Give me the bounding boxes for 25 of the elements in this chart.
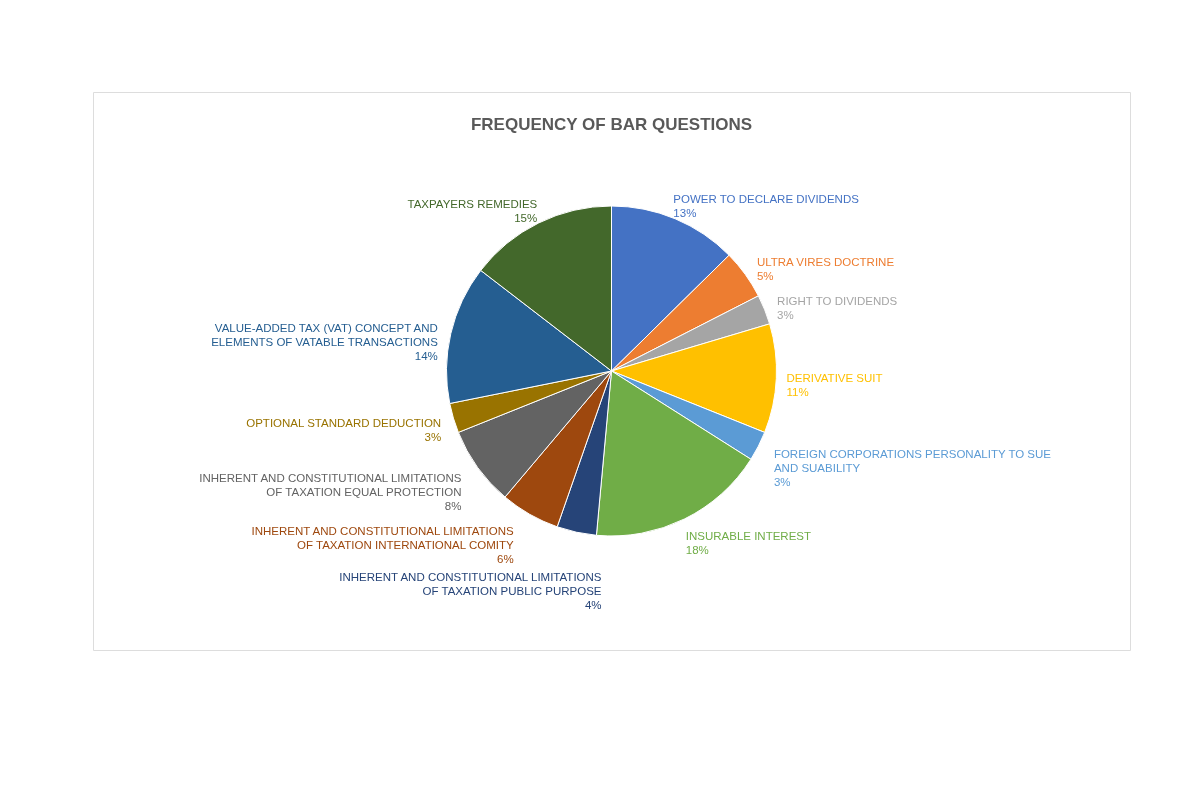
data-label: 3%	[773, 476, 791, 489]
slice-label: INHERENT AND CONSTITUTIONAL LIMITATIONS OF TAXATION INTERNATIONAL COMITY	[251, 524, 514, 551]
data-label: 4%	[584, 598, 602, 611]
data-label: 11%	[786, 386, 809, 399]
slice-label: RIGHT TO DIVIDENDS	[777, 295, 898, 308]
data-label: 6%	[497, 552, 514, 565]
chart-title: FREQUENCY OF BAR QUESTIONS	[470, 115, 753, 134]
data-label: 18%	[685, 543, 709, 556]
slice-label: TAXPAYERS REMEDIES	[407, 198, 538, 211]
slice-label: INSURABLE INTEREST	[685, 529, 812, 542]
slice-label: DERIVATIVE SUIT	[786, 372, 883, 385]
data-label: 3%	[424, 430, 442, 443]
slice-label: VALUE-ADDED TAX (VAT) CONCEPT AND ELEMENTS OF VATABLE TRANSACTIONS	[211, 322, 439, 349]
data-label: 15%	[514, 212, 538, 225]
data-label: 3%	[777, 309, 794, 322]
slice-label: FOREIGN CORPORATIONS PERSONALITY TO SUE AND SUABILITY	[773, 448, 1052, 475]
slice-label: INHERENT AND CONSTITUTIONAL LIMITATIONS OF TAXATION PUBLIC PURPOSE	[339, 570, 602, 597]
slice-label: OPTIONAL STANDARD DEDUCTION	[246, 416, 442, 429]
data-label: 8%	[444, 500, 462, 513]
slice-label: POWER TO DECLARE DIVIDENDS	[673, 193, 860, 206]
data-label: 13%	[673, 207, 697, 220]
data-label: 14%	[414, 350, 438, 363]
slice-label: INHERENT AND CONSTITUTIONAL LIMITATIONS OF TAXATION EQUAL PROTECTION	[199, 472, 462, 499]
slice-label: ULTRA VIRES DOCTRINE	[756, 255, 895, 268]
data-label: 5%	[756, 269, 774, 282]
